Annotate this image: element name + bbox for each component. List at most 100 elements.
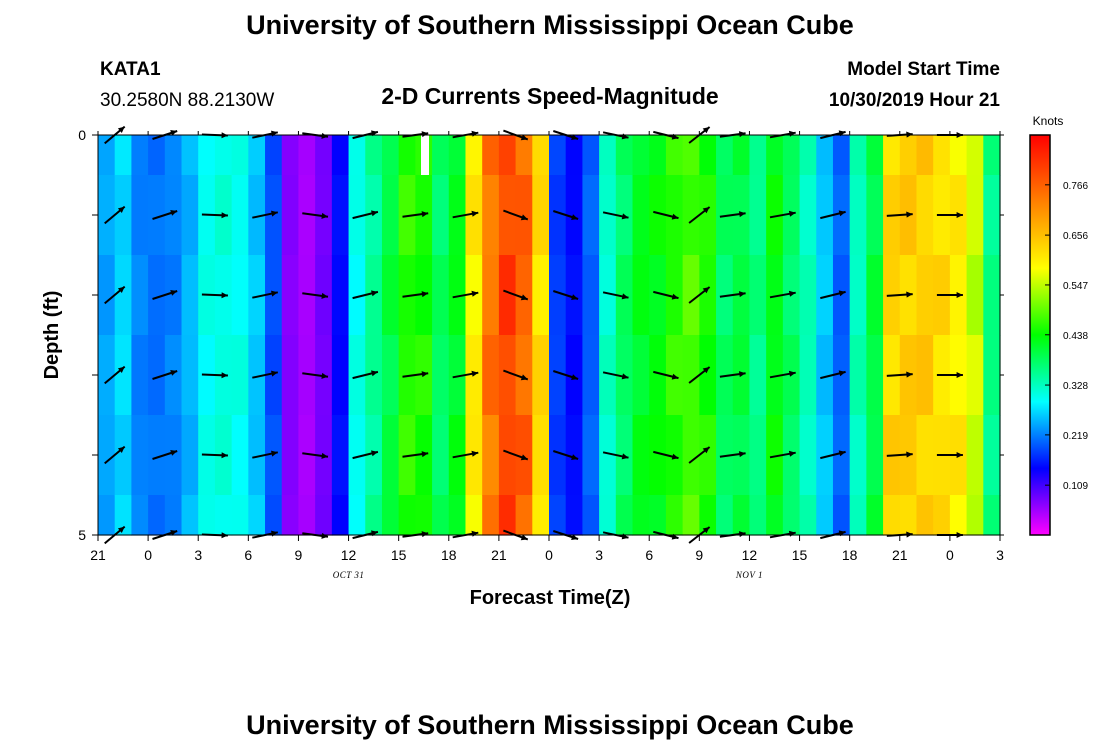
current-arrow — [252, 370, 279, 379]
heatmap-cell — [181, 495, 199, 536]
heatmap-cell — [265, 495, 283, 536]
heatmap-cell — [331, 175, 350, 256]
current-arrow — [302, 292, 329, 299]
heatmap-cell — [398, 135, 416, 176]
heatmap-cell — [799, 175, 817, 256]
heatmap-cell — [799, 255, 817, 336]
heatmap-cell — [331, 135, 350, 176]
heatmap-cell — [281, 495, 300, 536]
heatmap-cell — [799, 415, 817, 496]
heatmap-cell — [465, 495, 483, 536]
current-arrow — [936, 372, 963, 378]
heatmap-cell — [365, 415, 383, 496]
heatmap-cell — [131, 495, 149, 536]
heatmap-cell — [482, 415, 500, 496]
heatmap-cell — [114, 415, 132, 496]
heatmap-cell — [565, 415, 583, 496]
heatmap-cell — [515, 335, 533, 416]
x-tick-label: 3 — [595, 547, 603, 563]
heatmap-cell — [265, 135, 283, 176]
heatmap-cell — [649, 415, 667, 496]
heatmap-cell — [682, 495, 700, 536]
current-arrow — [653, 370, 679, 380]
heatmap-cell — [632, 495, 650, 536]
current-arrow — [820, 450, 846, 460]
heatmap-cell — [432, 335, 450, 416]
current-arrow — [252, 210, 279, 219]
current-arrow — [201, 372, 228, 379]
heatmap-cell — [766, 415, 784, 496]
heatmap-cell — [849, 135, 867, 176]
current-arrow — [402, 371, 429, 378]
heatmap-cell — [114, 175, 132, 256]
heatmap-cell — [832, 175, 851, 256]
current-arrow — [769, 450, 796, 459]
heatmap-cell — [248, 135, 266, 176]
x-tick-label: 0 — [545, 547, 553, 563]
heatmap-cell — [131, 175, 149, 256]
current-arrow — [352, 450, 379, 460]
heatmap-cell — [866, 135, 884, 176]
heatmap-cell — [832, 495, 851, 536]
heatmap-cell — [799, 135, 817, 176]
current-arrow — [352, 370, 379, 380]
heatmap-cell — [231, 495, 249, 536]
heatmap-cell — [749, 335, 767, 416]
current-arrow — [452, 450, 479, 459]
heatmap-cell — [716, 495, 734, 536]
x-tick-label: 12 — [742, 547, 758, 563]
heatmap-cell — [365, 175, 383, 256]
heatmap-cell — [164, 135, 183, 176]
current-arrow — [452, 290, 479, 299]
heatmap-cell — [615, 135, 634, 176]
heatmap-cell — [749, 135, 767, 176]
heatmap-cell — [432, 495, 450, 536]
current-arrow — [769, 290, 796, 299]
current-arrow — [402, 211, 429, 218]
heatmap-cell — [766, 175, 784, 256]
current-arrow — [152, 450, 178, 460]
current-arrow — [402, 291, 429, 298]
heatmap-cell — [766, 335, 784, 416]
heatmap-cell — [532, 135, 550, 176]
current-arrow — [820, 370, 846, 380]
heatmap-cell — [148, 175, 166, 256]
heatmap-cell — [131, 415, 149, 496]
x-tick-label: 15 — [391, 547, 407, 563]
heatmap-cell — [849, 175, 867, 256]
heatmap-cell — [148, 495, 166, 536]
date-label: NOV 1 — [735, 570, 763, 580]
heatmap-cell — [198, 495, 216, 536]
heatmap-cell — [482, 335, 500, 416]
heatmap-cell — [498, 255, 517, 336]
x-tick-label: 0 — [946, 547, 954, 563]
heatmap-cell — [966, 175, 984, 256]
model-start-time: 10/30/2019 Hour 21 — [829, 90, 1001, 111]
heatmap-cell — [582, 255, 600, 336]
heatmap-cell — [983, 495, 1001, 536]
heatmap-cell — [549, 335, 567, 416]
heatmap-cell — [983, 415, 1001, 496]
heatmap-cell — [298, 135, 316, 176]
heatmap-cell — [832, 135, 851, 176]
current-arrow — [352, 290, 379, 300]
heatmap-cell — [532, 335, 550, 416]
heatmap-cell — [582, 335, 600, 416]
current-arrow — [552, 450, 579, 460]
heatmap-cell — [298, 495, 316, 536]
heatmap-cell — [883, 135, 901, 176]
heatmap-cell — [181, 335, 199, 416]
heatmap-cell — [599, 495, 617, 536]
heatmap-cell — [749, 495, 767, 536]
current-arrow — [719, 291, 746, 298]
heatmap-cell — [849, 495, 867, 536]
heatmap-cell — [699, 135, 717, 176]
heatmap-cell — [248, 495, 266, 536]
heatmap-cell — [782, 135, 801, 176]
heatmap-cell — [281, 255, 300, 336]
heatmap-cell — [699, 175, 717, 256]
heatmap-cell — [231, 255, 249, 336]
heatmap-cell — [899, 495, 918, 536]
heatmap-cell — [599, 135, 617, 176]
current-arrow — [688, 206, 711, 224]
